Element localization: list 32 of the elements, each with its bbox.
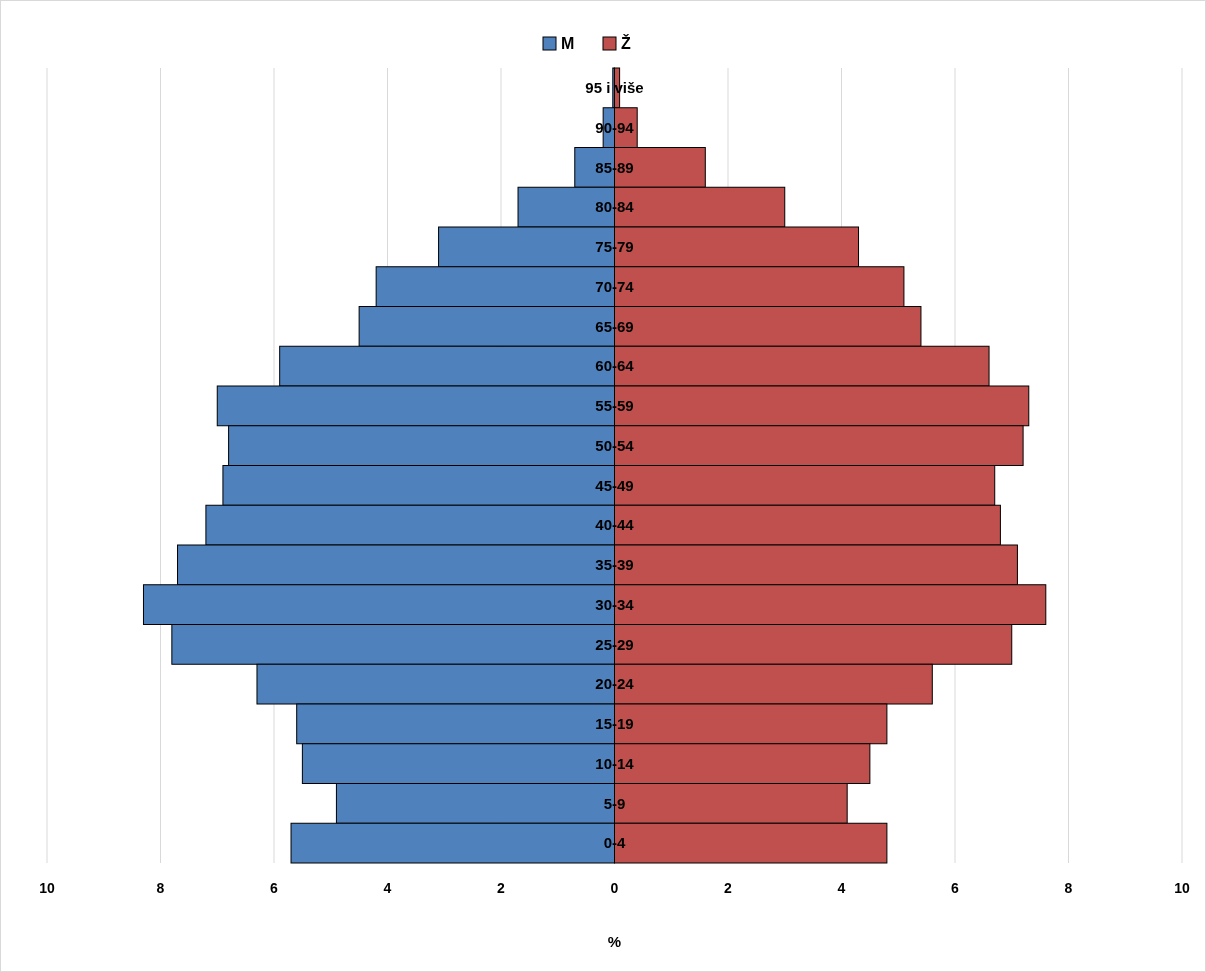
y-tick-label: 70-74 bbox=[595, 277, 635, 295]
x-tick-label: 4 bbox=[383, 880, 392, 896]
y-tick-label: 40-44 bbox=[595, 516, 635, 534]
y-tick-label: 15-19 bbox=[595, 715, 634, 733]
x-tick-label: 6 bbox=[270, 880, 279, 896]
y-tick-label: 45-49 bbox=[595, 476, 634, 494]
y-tick-label: 25-29 bbox=[595, 635, 634, 653]
y-tick-label: 30-34 bbox=[595, 595, 635, 613]
x-tick-label: 2 bbox=[724, 880, 733, 896]
y-tick-label: 55-59 bbox=[595, 397, 634, 415]
y-tick-label: 80-84 bbox=[595, 198, 635, 216]
x-tick-label: 8 bbox=[156, 880, 165, 896]
x-tick-label: 0 bbox=[610, 880, 619, 896]
legend-label: M bbox=[561, 35, 575, 52]
y-tick-label: 20-24 bbox=[595, 675, 635, 693]
y-tick-label: 0-4 bbox=[603, 834, 626, 852]
x-tick-label: 10 bbox=[1174, 880, 1190, 896]
x-tick-label: 2 bbox=[497, 880, 506, 896]
y-tick-label: 35-39 bbox=[595, 556, 634, 574]
y-tick-label: 75-79 bbox=[595, 238, 634, 256]
x-tick-label: 8 bbox=[1064, 880, 1073, 896]
x-tick-label: 4 bbox=[837, 880, 846, 896]
y-tick-label: 5-9 bbox=[603, 794, 626, 812]
x-axis-title: % bbox=[607, 933, 622, 950]
x-tick-label: 6 bbox=[951, 880, 960, 896]
y-tick-label: 65-69 bbox=[595, 317, 634, 335]
y-tick-label: 50-54 bbox=[595, 436, 635, 454]
y-tick-label: 85-89 bbox=[595, 158, 634, 176]
y-tick-label: 60-64 bbox=[595, 357, 635, 375]
legend-label: Ž bbox=[621, 34, 631, 52]
y-tick-label: 10-14 bbox=[595, 754, 635, 772]
x-tick-label: 10 bbox=[39, 880, 55, 896]
